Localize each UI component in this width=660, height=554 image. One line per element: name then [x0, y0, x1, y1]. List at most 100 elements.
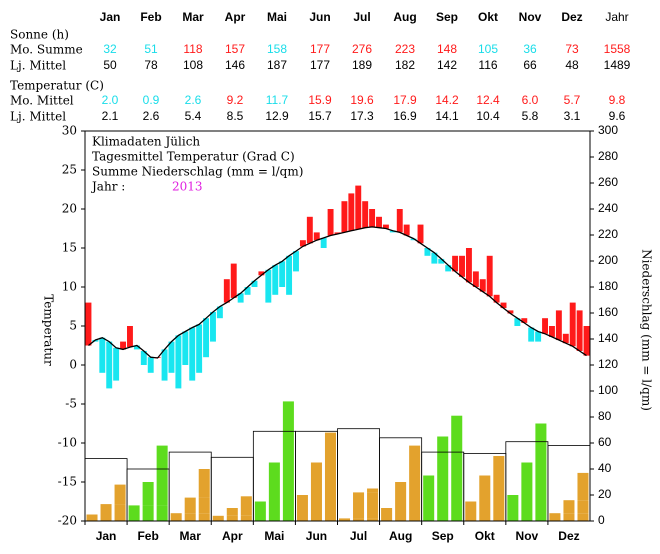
precip-bar — [353, 518, 365, 521]
x-tick-label: Jul — [350, 529, 367, 543]
temperature-bar — [576, 310, 583, 351]
precip-bar — [535, 423, 547, 463]
precip-bar — [324, 432, 336, 463]
table-month: Nov — [519, 10, 542, 24]
temperature-bar — [216, 306, 223, 319]
y2-tick-label: 260 — [598, 175, 618, 189]
y-axis-title: Temperatur — [42, 294, 56, 366]
y-tick-label: -20 — [58, 514, 77, 528]
precip-bar — [254, 501, 266, 521]
table-cell: 146 — [225, 58, 245, 72]
y-tick-label: 20 — [62, 202, 77, 216]
table-row-label: Lj. Mittel — [10, 59, 66, 73]
temperature-bar — [182, 331, 189, 365]
precip-bar — [184, 513, 196, 521]
temperature-bar — [327, 209, 334, 236]
table-month: Mar — [182, 10, 204, 24]
table-month: Okt — [478, 10, 498, 24]
precip-bar — [198, 513, 210, 521]
table-cell: 17.3 — [350, 109, 374, 123]
table-cell: 189 — [352, 58, 372, 72]
precip-bar — [324, 462, 336, 495]
y2-tick-label: 40 — [598, 461, 612, 475]
table-cell: 9.8 — [609, 93, 626, 107]
table-cell: 9.6 — [609, 109, 626, 123]
x-tick-label: Dez — [558, 529, 579, 543]
precip-bar — [240, 515, 252, 521]
table-cell: 51 — [144, 42, 158, 56]
temperature-bar — [106, 341, 113, 389]
table-section: Temperatur (C) — [10, 79, 104, 93]
temperature-bar — [445, 265, 452, 272]
temperature-bar — [85, 302, 92, 346]
y2-tick-label: 280 — [598, 149, 618, 163]
temperature-normal-line — [88, 226, 587, 359]
precip-bar — [240, 508, 252, 516]
temperature-bar — [583, 326, 590, 356]
y-tick-label: 30 — [62, 124, 77, 138]
temperature-bar — [486, 255, 493, 297]
precip-bar — [353, 492, 365, 519]
temperature-bar — [431, 252, 438, 264]
precip-bar — [451, 475, 463, 521]
y2-tick-label: 60 — [598, 435, 612, 449]
table-cell: 118 — [183, 42, 202, 56]
x-tick-label: Apr — [222, 529, 243, 543]
table-cell: 1558 — [604, 42, 631, 56]
precip-bar — [114, 504, 126, 515]
temperature-bar — [562, 333, 569, 344]
table-cell: 148 — [437, 42, 457, 56]
y2-tick-label: 300 — [598, 123, 618, 137]
y2-tick-label: 120 — [598, 357, 618, 371]
precip-bar — [100, 514, 112, 521]
annotation: Summe Niederschlag (mm = l/qm) — [92, 165, 303, 179]
x-tick-label: Jun — [306, 529, 327, 543]
temperature-bar — [514, 318, 521, 326]
table-cell: 12.4 — [476, 93, 500, 107]
temperature-bar — [320, 237, 327, 248]
precip-bar — [367, 518, 379, 521]
x-tick-label: Aug — [389, 529, 412, 543]
table-cell: 9.2 — [227, 93, 244, 107]
table-cell: 48 — [565, 58, 579, 72]
year-label: Jahr : — [90, 180, 125, 194]
x-tick-label: Mar — [180, 529, 202, 543]
table-cell: 14.1 — [435, 109, 459, 123]
table-cell: 2.0 — [102, 93, 119, 107]
temperature-bar — [175, 335, 182, 389]
y2-tick-label: 0 — [598, 513, 605, 527]
precip-bar — [170, 513, 182, 521]
table-month: Jan — [100, 10, 121, 24]
precip-bar — [86, 514, 98, 521]
precip-bar — [423, 475, 435, 521]
precip-bar — [479, 501, 491, 521]
table-cell: 50 — [103, 58, 117, 72]
table-cell: 2.6 — [143, 109, 160, 123]
precip-bar — [100, 504, 112, 515]
y-tick-label: 10 — [62, 280, 77, 294]
temperature-bar — [147, 357, 154, 373]
temperature-bar — [369, 209, 376, 227]
precip-bar — [324, 495, 336, 521]
y2-axis-title: Niederschlag (mm = l/qm) — [640, 249, 654, 411]
precip-bar — [563, 513, 575, 521]
precip-bar — [451, 415, 463, 437]
temperature-bar — [293, 251, 299, 272]
precip-bar — [577, 472, 589, 501]
precip-bar — [128, 505, 140, 521]
table-cell: 10.4 — [476, 109, 500, 123]
y-tick-label: -15 — [58, 475, 77, 489]
table-cell: 2.6 — [185, 93, 202, 107]
precip-bar — [395, 508, 407, 521]
y2-tick-label: 200 — [598, 253, 618, 267]
precip-bar — [198, 497, 210, 514]
precip-bar — [479, 475, 491, 502]
precip-bar — [521, 462, 533, 495]
temperature-bar — [438, 258, 445, 264]
precip-bar — [437, 475, 449, 521]
table-cell: 0.9 — [143, 93, 160, 107]
temperature-bar — [459, 255, 465, 277]
table-cell: 8.5 — [227, 109, 244, 123]
table-cell: 78 — [144, 58, 158, 72]
y-tick-label: -10 — [58, 436, 77, 450]
